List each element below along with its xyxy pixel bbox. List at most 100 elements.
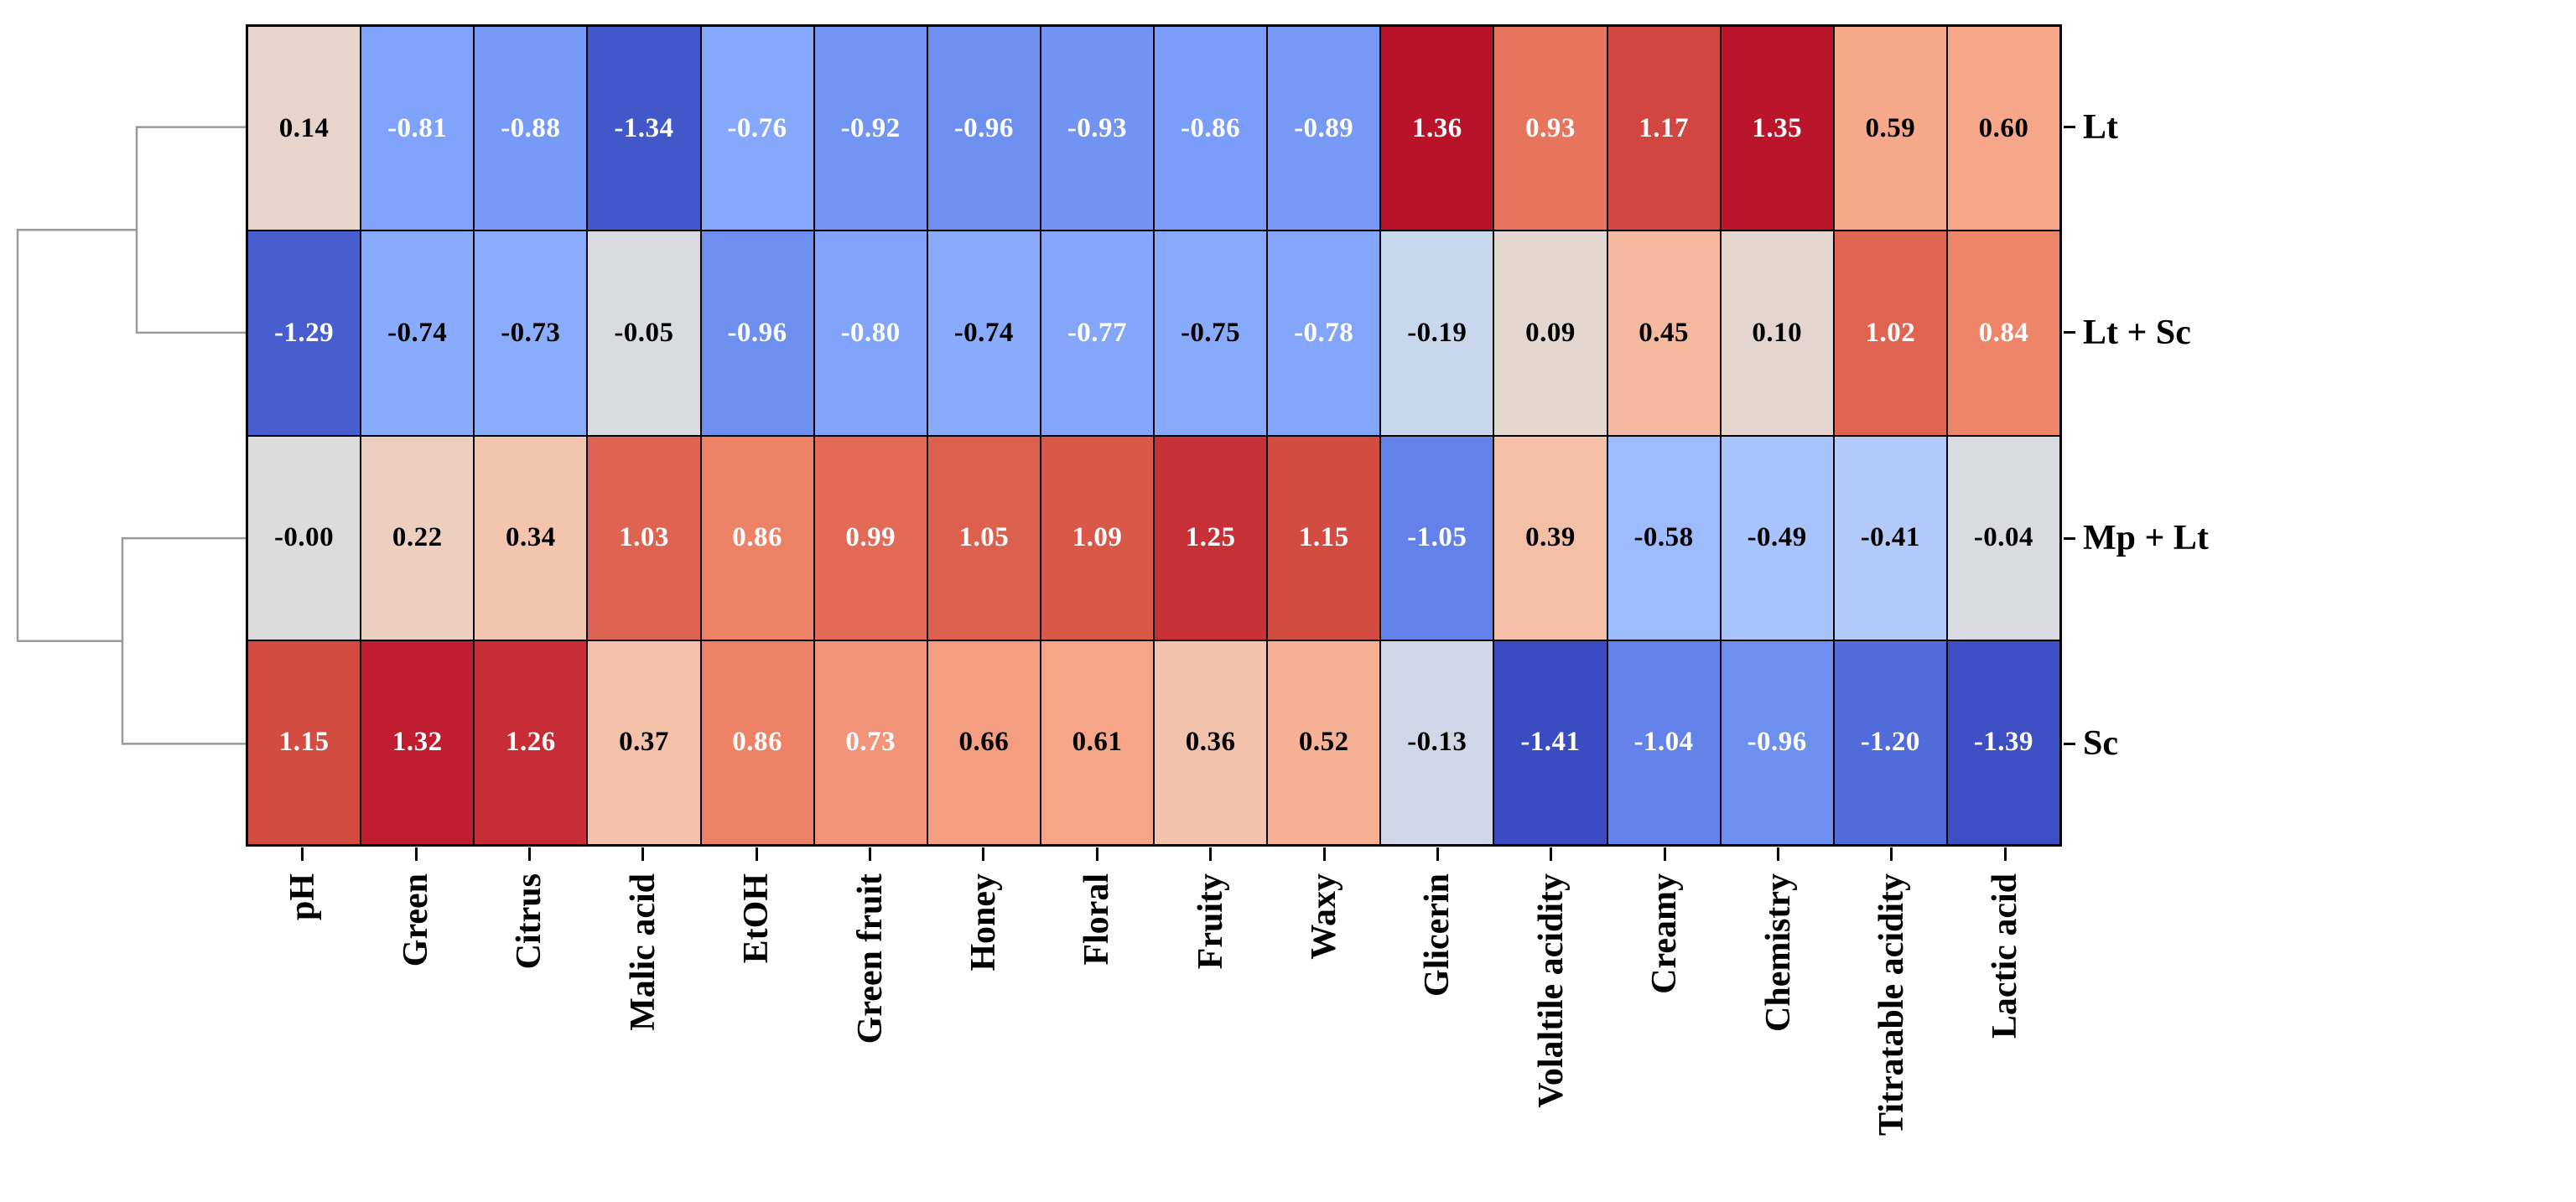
- column-label-text: Volaltile acidity: [1531, 873, 1571, 1108]
- heatmap-cell: 0.22: [361, 435, 475, 640]
- row-label-text: Lt + Sc: [2083, 313, 2191, 352]
- cell-value: -1.04: [1633, 727, 1694, 758]
- heatmap-cell: 0.39: [1493, 435, 1607, 640]
- cell-value: 1.09: [1072, 522, 1123, 553]
- cell-value: -0.89: [1294, 112, 1354, 143]
- heatmap-cell: -0.76: [700, 26, 814, 231]
- row-label-text: Lt: [2083, 107, 2118, 147]
- heatmap-cell: 1.03: [587, 435, 701, 640]
- heatmap-cell: 0.84: [1946, 231, 2060, 436]
- column-label-green: Green: [359, 873, 472, 1202]
- column-label-text: pH: [283, 873, 322, 921]
- row-tick: [2064, 126, 2075, 129]
- cell-value: -0.96: [727, 317, 787, 348]
- heatmap-cell: 0.37: [587, 640, 701, 845]
- column-label-floral: Floral: [1041, 873, 1154, 1202]
- heatmap-cell: -1.41: [1493, 640, 1607, 845]
- cell-value: 0.99: [845, 522, 896, 553]
- column-tick: [1550, 847, 1553, 861]
- heatmap-cell: 0.36: [1154, 640, 1268, 845]
- heatmap-cell: -0.92: [813, 26, 927, 231]
- row-label-lt-sc: Lt + Sc: [2064, 313, 2191, 353]
- heatmap-cell: 1.36: [1380, 26, 1494, 231]
- column-tick: [1209, 847, 1213, 861]
- cell-value: -0.93: [1067, 112, 1128, 143]
- cell-value: -0.19: [1407, 317, 1467, 348]
- row-label-mp-lt: Mp + Lt: [2064, 518, 2209, 558]
- column-label-text: EtOH: [737, 873, 776, 964]
- cell-value: -0.73: [501, 317, 561, 348]
- cell-value: -1.34: [614, 112, 674, 143]
- cell-value: -0.49: [1747, 522, 1807, 553]
- heatmap-cell: -0.75: [1154, 231, 1268, 436]
- heatmap-cell: -0.89: [1267, 26, 1381, 231]
- cell-value: -0.76: [727, 112, 787, 143]
- cell-value: -0.88: [501, 112, 561, 143]
- heatmap-cell: 0.09: [1493, 231, 1607, 436]
- heatmap-cell: -0.13: [1380, 640, 1494, 845]
- heatmap-cell: 0.66: [927, 640, 1041, 845]
- heatmap-cell: -0.49: [1720, 435, 1834, 640]
- cell-value: 1.26: [505, 727, 556, 758]
- column-label-text: Fruity: [1191, 873, 1230, 970]
- cell-value: -0.13: [1407, 727, 1467, 758]
- cell-value: 0.14: [278, 112, 330, 143]
- column-label-creamy: Creamy: [1608, 873, 1722, 1202]
- column-label-text: Creamy: [1645, 873, 1685, 994]
- heatmap-cell: 0.99: [813, 435, 927, 640]
- heatmap-cell: 0.61: [1040, 640, 1154, 845]
- heatmap-cell: 0.86: [700, 435, 814, 640]
- cell-value: 0.37: [619, 727, 669, 758]
- cell-value: -0.96: [1747, 727, 1807, 758]
- heatmap-cell: 0.73: [813, 640, 927, 845]
- column-tick: [1663, 847, 1666, 861]
- column-tick: [755, 847, 758, 861]
- dendrogram-cluster-top: [135, 126, 246, 334]
- heatmap-cell: 1.17: [1607, 26, 1721, 231]
- heatmap-cell: -0.19: [1380, 231, 1494, 436]
- heatmap-cell: -0.04: [1946, 435, 2060, 640]
- column-tick: [527, 847, 531, 861]
- cell-value: 0.09: [1525, 317, 1576, 348]
- column-tick: [1436, 847, 1439, 861]
- row-tick: [2064, 331, 2075, 334]
- row-label-sc: Sc: [2064, 723, 2118, 764]
- cell-value: -0.74: [953, 317, 1014, 348]
- cell-value: 1.15: [278, 727, 330, 758]
- column-label-text: Malic acid: [623, 873, 662, 1031]
- column-label-ph: pH: [246, 873, 359, 1202]
- cell-value: -0.05: [614, 317, 674, 348]
- cell-value: 0.59: [1865, 112, 1916, 143]
- dendrogram-root-link: [16, 229, 137, 642]
- cell-value: 1.25: [1185, 522, 1236, 553]
- cell-value: -1.29: [273, 317, 335, 348]
- column-label-text: Chemistry: [1758, 873, 1798, 1032]
- column-label-text: Lactic acid: [1986, 873, 2025, 1039]
- column-label-text: Floral: [1078, 873, 1117, 966]
- heatmap-cell: 0.10: [1720, 231, 1834, 436]
- heatmap-cell: 1.02: [1833, 231, 1947, 436]
- cell-value: 0.45: [1639, 317, 1689, 348]
- cell-value: 1.35: [1752, 112, 1803, 143]
- row-tick: [2064, 536, 2075, 540]
- column-label-chemistry: Chemistry: [1722, 873, 1835, 1202]
- column-label-text: Glicerin: [1418, 873, 1457, 997]
- cell-value: 1.05: [958, 522, 1010, 553]
- column-label-text: Green: [397, 873, 436, 967]
- heatmap-cell: -0.73: [474, 231, 588, 436]
- cell-value: -1.39: [1973, 727, 2034, 758]
- cell-value: 1.17: [1639, 112, 1689, 143]
- cell-value: 0.34: [505, 522, 556, 553]
- column-label-honey: Honey: [927, 873, 1040, 1202]
- cell-value: -0.78: [1294, 317, 1354, 348]
- heatmap-cell: 0.59: [1833, 26, 1947, 231]
- column-tick: [1890, 847, 1893, 861]
- column-tick: [1777, 847, 1780, 861]
- cell-value: -1.05: [1407, 522, 1467, 553]
- heatmap-cell: -0.41: [1833, 435, 1947, 640]
- heatmap-cell: -0.88: [474, 26, 588, 231]
- heatmap-cell: -0.96: [700, 231, 814, 436]
- heatmap-cell: -0.77: [1040, 231, 1154, 436]
- cell-value: 0.22: [392, 522, 443, 553]
